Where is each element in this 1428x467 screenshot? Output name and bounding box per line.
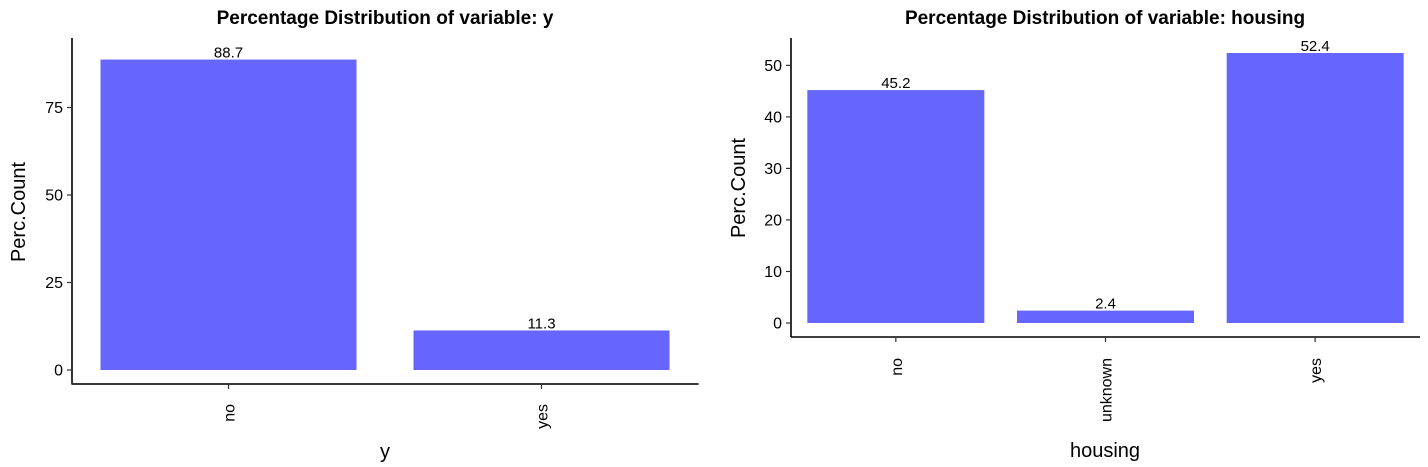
y-axis-title: Perc.Count — [8, 162, 30, 262]
y-tick-label: 40 — [764, 109, 782, 126]
x-tick-label-yes: yes — [535, 404, 552, 429]
chart-panel-2: Percentage Distribution of variable: hou… — [728, 8, 1420, 462]
chart-title: Percentage Distribution of variable: hou… — [905, 8, 1305, 29]
y-tick-label: 30 — [764, 161, 782, 178]
x-tick-label-no: no — [222, 404, 239, 422]
x-tick-label-yes: yes — [1308, 358, 1325, 383]
y-tick-label: 10 — [764, 264, 782, 281]
x-tick-label-no: no — [889, 358, 906, 376]
bar-no — [101, 60, 357, 370]
chart-panel-1: Percentage Distribution of variable: y 0 2… — [8, 8, 698, 463]
chart-title: Percentage Distribution of variable: y — [217, 8, 554, 29]
x-tick-label-unknown: unknown — [1099, 358, 1116, 422]
y-tick-label: 25 — [45, 275, 63, 292]
data-label-unknown: 2.4 — [1095, 296, 1116, 313]
y-tick-label: 75 — [45, 100, 63, 117]
y-tick-label: 20 — [764, 212, 782, 229]
y-axis-title: Perc.Count — [728, 138, 750, 238]
data-label-no: 88.7 — [214, 45, 243, 62]
y-tick-label: 50 — [45, 188, 63, 205]
bar-no — [807, 90, 984, 323]
y-tick-label: 0 — [773, 316, 782, 333]
data-label-yes: 11.3 — [527, 315, 555, 332]
data-label-no: 45.2 — [881, 75, 910, 92]
x-axis-title: y — [380, 441, 390, 463]
bar-yes — [414, 330, 670, 370]
x-axis-title: housing — [1070, 440, 1140, 462]
y-tick-label: 50 — [764, 58, 782, 75]
bar-yes — [1227, 53, 1404, 323]
y-tick-label: 0 — [54, 363, 63, 380]
data-label-yes: 52.4 — [1301, 38, 1330, 55]
